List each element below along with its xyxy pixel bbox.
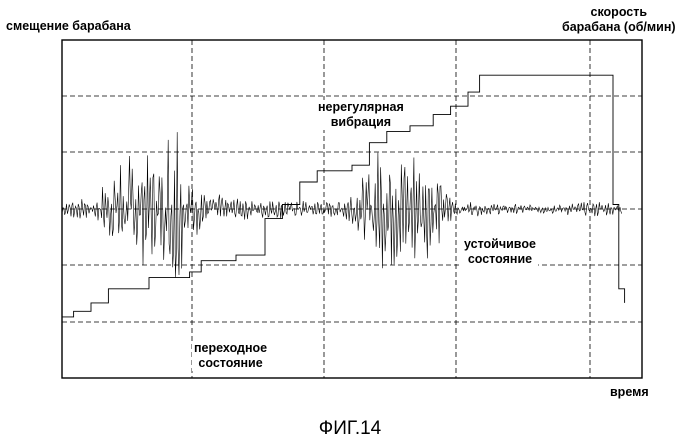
annotation-line: переходное: [194, 341, 267, 356]
y-axis-label-left: смещение барабана: [6, 19, 131, 34]
annotation-steady-state: устойчивое состояние: [462, 237, 538, 267]
annotation-transient-state: переходное состояние: [192, 341, 269, 371]
x-axis-label: время: [610, 385, 649, 400]
annotation-line: состояние: [464, 252, 536, 267]
annotation-line: нерегулярная: [318, 100, 404, 115]
annotation-line: вибрация: [318, 115, 404, 130]
figure-caption: ФИГ.14: [0, 418, 700, 440]
annotation-line: устойчивое: [464, 237, 536, 252]
y-axis-label-right-line2: барабана (об/мин): [562, 20, 676, 35]
annotation-line: состояние: [194, 356, 267, 371]
y-axis-label-right: скорость барабана (об/мин): [562, 5, 676, 35]
annotation-irregular-vibration: нерегулярная вибрация: [316, 100, 406, 130]
y-axis-label-right-line1: скорость: [562, 5, 676, 20]
